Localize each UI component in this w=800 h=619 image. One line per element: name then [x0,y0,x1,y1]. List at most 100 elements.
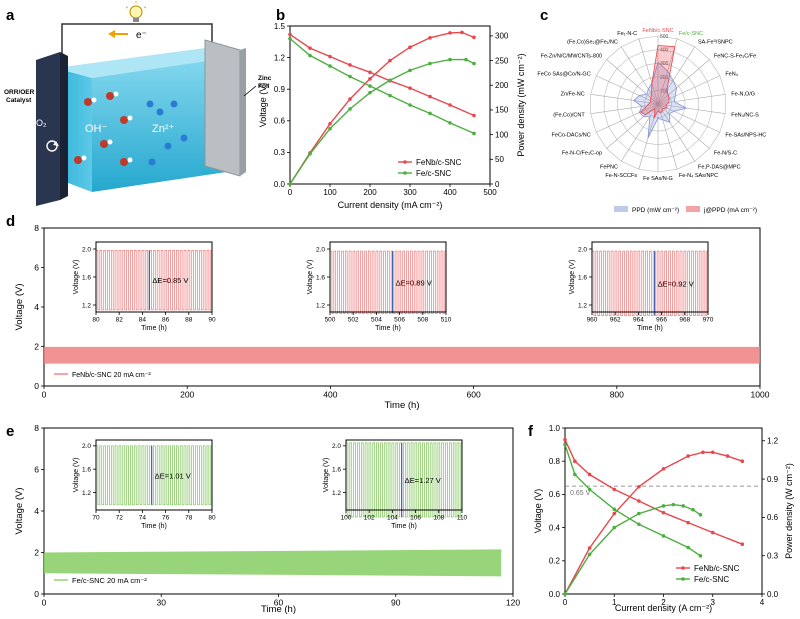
chart-d-inset-2-annotation: ΔE=0.92 V [658,279,694,288]
radar-legend-swatch [686,206,700,212]
chart-f-xlabel: Current density (A cm⁻²) [615,603,712,613]
chart-b-y-tick-label: 0.6 [274,117,286,126]
chart-f-y-tick-label: 0.6 [549,490,561,499]
chart-e-inset-0-frame [95,439,213,511]
chart-b-series-1-point [428,36,432,40]
chart-d-inset-0-y-tick-label: 1.6 [82,274,91,281]
chart-f-series-3 [564,503,701,595]
chart-f-series-2-point [563,442,567,447]
chart-b-series-3-point [328,126,332,131]
chart-b-series-3-point [348,107,352,111]
chart-b-x-tick-label: 200 [363,188,377,197]
lightbulb-icon [125,1,147,22]
chart-b-series-2-point [368,84,372,88]
legend-label: FeNb/c-SNC [694,564,740,573]
chart-b-series-0-point [472,113,476,118]
legend-marker [681,566,685,570]
chart-b-series-3-point [368,90,372,95]
chart-e-inset-1-x-tick-label: 108 [433,515,444,522]
chart-d-inset-1-x-tick-label: 500 [325,317,336,324]
oxygen-cycle-icon [46,140,59,152]
radar-spoke-label: Fe-N/S-C [714,150,737,156]
chart-b-series-3-point [428,61,432,66]
chart-b-series-3-point [448,57,452,62]
chart-d-inset-1-trace [329,250,446,314]
chart-d-y-tick-label: 0 [34,381,39,391]
chart-f-y-tick-label: 1.0 [549,424,561,433]
chart-b-y-tick-label: 0.3 [274,148,286,157]
chart-d-inset-2-x-tick-label: 966 [656,317,667,324]
chart-d-inset-1-x-tick-label: 506 [394,317,405,324]
chart-d-inset-1-x-tick-label: 508 [417,317,428,324]
chart-f-y2-tick-label: 0.6 [767,513,779,522]
chart-e-inset-0-xlabel: Time (h) [141,523,167,530]
chart-f-y-tick-label: 0.4 [549,523,561,532]
chart-f-series-2-point [612,507,617,512]
chart-d-inset-1-y-tick-label: 2.0 [316,246,325,253]
chart-e-x-tick-label: 30 [157,598,167,608]
chart-b-series-1-point [460,30,464,35]
chart-b-series-3-point [464,57,468,62]
chart-d-inset-1-x-tick-label: 502 [348,317,359,324]
chart-f-series-1-point [725,454,730,458]
chart-f-series-3-point [661,504,666,508]
chart-b-y2label: Power density (mW cm⁻²) [516,53,526,156]
chart-b-series-1-point [348,97,352,101]
chart-f-series-2-point [698,554,703,558]
chart-b-y-tick-label: 0.0 [274,180,286,189]
chart-f-series-1 [564,451,743,595]
chart-e-inset-0-ylabel: Voltage (V) [73,458,80,493]
chart-b-y-tick-label: 1.2 [274,53,286,62]
chart-f-series-2-point [661,534,666,538]
chart-b-series-1-point [408,45,412,50]
chart-b-x-tick-label: 300 [403,188,417,197]
chart-f-series-3-point [691,507,695,512]
chart-b-series-3-point [288,182,292,186]
chart-d-inset-0-x-tick-label: 88 [185,317,193,324]
radar-spoke-label: Fe-N-C/Fe₃C-op [562,150,602,156]
chart-b-x-tick-label: 500 [483,188,497,197]
chart-b-xlabel: Current density (mA cm⁻²) [338,200,443,210]
chart-b-y2-tick-label: 250 [495,56,509,65]
chart-f-series-0-point [563,437,567,442]
chart-f-series-1-point [686,454,690,458]
chart-e-inset-1-x-tick-label: 106 [410,515,421,522]
chart-f-reference-label: 0.65 V [570,490,591,497]
chart-d-series-band [44,346,760,364]
chart-b-series-0-point [328,54,332,59]
zinc-ion-label: Zn²⁺ [152,123,175,135]
radar-spoke [596,103,659,133]
chart-e-inset-0-annotation: ΔE=1.01 V [155,471,191,480]
chart-e-inset-1-ylabel: Voltage (V) [323,458,330,493]
chart-b-ylabel: Voltage (V) [258,83,268,128]
chart-f-series-0-point [710,530,715,535]
radar-legend-label: PPD (mW cm⁻²) [632,207,679,214]
chart-b-x-tick-label: 0 [288,188,293,197]
chart-b-frame [289,25,491,185]
electrolyte-top [55,48,240,78]
chart-d: 0 200 400 600 800 1000 0 2 4 6 8 Time (h) Voltage (V… [14,223,770,411]
chart-d-x-tick-label: 200 [180,390,194,400]
panel-a-letter: a [6,7,15,24]
chart-f-y2-tick-label: 0.3 [767,551,779,560]
chart-d-inset-1-y-tick-label: 1.2 [316,302,325,309]
chart-d-x-tick-label: 400 [323,390,337,400]
chart-f-series-0-point [686,520,690,525]
radar-spoke [657,103,678,170]
chart-b-series-2 [289,38,475,135]
zinc-foil-electrode [204,39,241,177]
chart-b-series-2-point [448,121,452,125]
radar-spoke-label: SA-Fe⁰/SNPC [698,39,733,46]
chart-e-inset-0-x-tick-label: 80 [208,515,216,522]
chart-b-series-3-point [408,68,412,73]
chart-e-y-tick-label: 4 [34,506,39,516]
chart-f-series-1-point [661,467,666,471]
chart-f-series-3-point [637,511,641,516]
chart-e-inset-0-x-tick-label: 70 [92,515,100,522]
chart-d-inset-2-x-tick-label: 964 [633,317,644,324]
chart-b-series-2-point [388,93,392,98]
chart-d-inset-1-xlabel: Time (h) [375,325,401,332]
chart-e-inset-1-y-tick-label: 2.0 [332,443,341,450]
chart-f-series-0-point [740,542,745,546]
chart-d-inset-0-xlabel: Time (h) [141,325,167,332]
